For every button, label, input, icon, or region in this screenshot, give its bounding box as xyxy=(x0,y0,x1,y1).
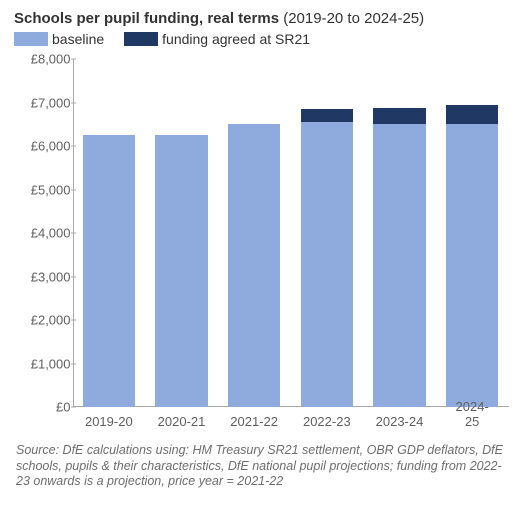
legend-swatch-sr21 xyxy=(124,32,158,46)
y-tick-mark xyxy=(71,59,76,60)
bar-segment xyxy=(301,109,353,122)
bar-group xyxy=(446,59,498,407)
legend-label-baseline: baseline xyxy=(52,31,104,47)
bar-group xyxy=(373,59,425,407)
bar-segment xyxy=(301,122,353,407)
bar-segment xyxy=(446,105,498,125)
x-tick-label: 2024-25 xyxy=(451,399,493,429)
y-tick-label: £0 xyxy=(15,400,71,415)
chart-area: £0 £1,000 £2,000 £3,000 £4,000 £5,000 £6,000 £7… xyxy=(15,53,515,433)
chart-title-rest: (2019-20 to 2024-25) xyxy=(279,10,424,27)
x-tick-label: 2020-21 xyxy=(158,414,206,429)
bar-segment xyxy=(446,124,498,407)
y-tick-mark xyxy=(71,320,76,321)
chart-title-bold: Schools per pupil funding, real terms xyxy=(14,10,279,27)
y-tick-mark xyxy=(71,407,76,408)
x-tick-label: 2023-24 xyxy=(376,414,424,429)
y-tick-label: £8,000 xyxy=(15,52,71,67)
x-tick-label: 2022-23 xyxy=(303,414,351,429)
y-tick-label: £7,000 xyxy=(15,95,71,110)
bar-segment xyxy=(83,135,135,407)
y-tick-label: £4,000 xyxy=(15,226,71,241)
x-tick-label: 2021-22 xyxy=(230,414,278,429)
bar-segment xyxy=(373,124,425,407)
source-text: Source: DfE calculations using: HM Treas… xyxy=(14,443,515,490)
y-tick-label: £1,000 xyxy=(15,356,71,371)
bar-group xyxy=(83,59,135,407)
x-tick-label: 2019-20 xyxy=(85,414,133,429)
legend: baseline funding agreed at SR21 xyxy=(14,31,515,47)
legend-item-sr21: funding agreed at SR21 xyxy=(124,31,310,47)
bar-group xyxy=(155,59,207,407)
legend-item-baseline: baseline xyxy=(14,31,104,47)
bar-segment xyxy=(373,108,425,124)
chart-title: Schools per pupil funding, real terms (2… xyxy=(14,10,515,27)
chart-container: Schools per pupil funding, real terms (2… xyxy=(0,0,529,529)
y-tick-mark xyxy=(71,276,76,277)
y-tick-label: £5,000 xyxy=(15,182,71,197)
y-tick-mark xyxy=(71,146,76,147)
bar-segment xyxy=(228,124,280,407)
bar-segment xyxy=(155,135,207,407)
y-tick-mark xyxy=(71,363,76,364)
y-tick-label: £6,000 xyxy=(15,139,71,154)
y-tick-mark xyxy=(71,233,76,234)
y-tick-mark xyxy=(71,189,76,190)
legend-swatch-baseline xyxy=(14,32,48,46)
plot-area xyxy=(73,59,509,407)
y-tick-mark xyxy=(71,102,76,103)
y-tick-label: £2,000 xyxy=(15,313,71,328)
legend-label-sr21: funding agreed at SR21 xyxy=(162,31,310,47)
bar-group xyxy=(228,59,280,407)
y-tick-label: £3,000 xyxy=(15,269,71,284)
bar-group xyxy=(301,59,353,407)
